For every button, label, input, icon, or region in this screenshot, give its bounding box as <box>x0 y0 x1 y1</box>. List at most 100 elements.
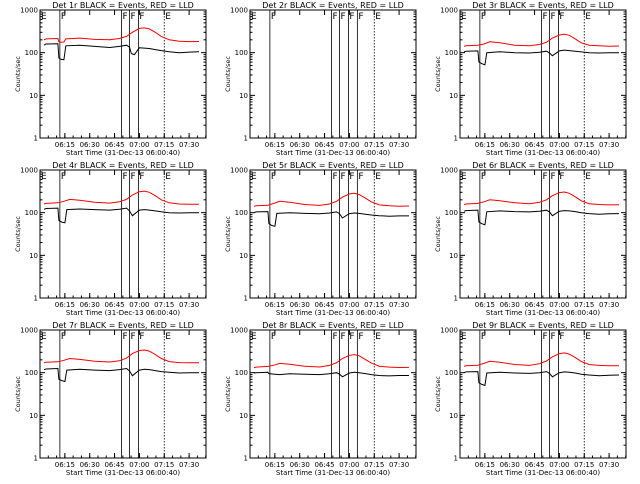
panel-title: Det 3r BLACK = Events, RED = LLD <box>472 1 614 10</box>
flag-label: F <box>123 332 128 342</box>
x-tick-label: 07:00 <box>549 461 569 469</box>
events-series-line <box>463 49 619 66</box>
plot-frame <box>249 329 417 459</box>
lld-series-line <box>43 190 199 205</box>
y-tick-label: 1000 <box>20 7 38 15</box>
x-axis-label: Start Time (31-Dec-13 06:00:40) <box>276 469 390 477</box>
flag-label: F <box>333 172 338 182</box>
x-tick-label: 07:30 <box>389 461 409 469</box>
x-tick-label: 06:45 <box>524 301 544 309</box>
x-axis-label: Start Time (31-Dec-13 06:00:40) <box>66 309 180 317</box>
y-axis-label: Counts/sec <box>434 376 442 412</box>
flag-label: E <box>585 172 591 182</box>
flag-label: F <box>333 12 338 22</box>
x-tick-label: 06:45 <box>104 141 124 149</box>
flag-label: E <box>461 172 467 182</box>
x-tick-label: 07:30 <box>599 141 619 149</box>
y-tick-label: 1 <box>244 135 248 143</box>
flag-label: F <box>358 332 363 342</box>
y-tick-label: 1000 <box>230 167 248 175</box>
y-tick-label: 1 <box>454 295 458 303</box>
x-tick-label: 06:15 <box>55 461 75 469</box>
flag-label: E <box>165 12 171 22</box>
x-tick-label: 07:15 <box>154 141 174 149</box>
detector-panel: Det 1r BLACK = Events, RED = LLD 1 10 100 10… <box>14 1 207 157</box>
plot-frame <box>459 169 627 299</box>
panel-title: Det 5r BLACK = Events, RED = LLD <box>262 161 404 170</box>
detector-panel: Det 3r BLACK = Events, RED = LLD 1 10 100 10… <box>434 1 627 157</box>
x-tick-label: 06:30 <box>80 141 100 149</box>
x-tick-label: 07:15 <box>574 141 594 149</box>
flag-label: F <box>340 332 345 342</box>
panel-title: Det 2r BLACK = Events, RED = LLD <box>262 1 404 10</box>
y-tick-label: 10 <box>239 412 248 420</box>
lld-series-line <box>43 349 199 364</box>
y-tick-label: 1 <box>244 455 248 463</box>
events-series-line <box>463 371 620 387</box>
x-tick-label: 06:45 <box>104 461 124 469</box>
x-tick-label: 06:30 <box>290 461 310 469</box>
y-axis-label: Counts/sec <box>224 376 232 412</box>
y-axis-label: Counts/sec <box>224 56 232 92</box>
x-tick-label: 07:00 <box>129 141 149 149</box>
x-tick-label: 06:30 <box>290 141 310 149</box>
flag-label: F <box>559 12 564 22</box>
events-series-line <box>43 367 199 383</box>
x-axis-label: Start Time (31-Dec-13 06:00:40) <box>276 149 390 157</box>
y-tick-label: 1000 <box>230 327 248 335</box>
x-tick-label: 07:30 <box>599 301 619 309</box>
flag-label: F <box>271 12 276 22</box>
x-tick-label: 07:00 <box>339 141 359 149</box>
x-tick-label: 07:15 <box>364 141 384 149</box>
flag-label: F <box>340 172 345 182</box>
flag-label: E <box>251 172 257 182</box>
y-tick-label: 100 <box>25 209 38 217</box>
y-tick-label: 10 <box>29 92 38 100</box>
y-axis-label: Counts/sec <box>14 376 22 412</box>
x-tick-label: 06:15 <box>265 461 285 469</box>
x-tick-label: 06:15 <box>475 461 495 469</box>
plot-frame <box>459 9 627 139</box>
x-tick-label: 07:00 <box>339 301 359 309</box>
x-tick-label: 07:00 <box>549 301 569 309</box>
y-tick-label: 100 <box>445 369 458 377</box>
flag-label: F <box>349 12 354 22</box>
x-axis-label: Start Time (31-Dec-13 06:00:40) <box>66 469 180 477</box>
y-axis-label: Counts/sec <box>14 56 22 92</box>
flag-label: F <box>130 332 135 342</box>
y-tick-label: 1 <box>244 295 248 303</box>
lld-series-line <box>43 27 200 43</box>
x-tick-label: 07:15 <box>574 461 594 469</box>
detector-panel: Det 9r BLACK = Events, RED = LLD 1 10 100 10… <box>434 321 627 477</box>
x-tick-label: 07:15 <box>364 461 384 469</box>
x-tick-label: 07:30 <box>599 461 619 469</box>
panel-title: Det 9r BLACK = Events, RED = LLD <box>472 321 614 330</box>
y-tick-label: 1 <box>454 135 458 143</box>
y-tick-label: 10 <box>449 252 458 260</box>
flag-label: F <box>333 332 338 342</box>
flag-label: F <box>123 172 128 182</box>
detector-panel: Det 7r BLACK = Events, RED = LLD 1 10 100 10… <box>14 321 207 477</box>
x-tick-label: 06:30 <box>80 461 100 469</box>
flag-label: F <box>358 12 363 22</box>
x-axis-label: Start Time (31-Dec-13 06:00:40) <box>66 149 180 157</box>
x-tick-label: 06:30 <box>500 461 520 469</box>
x-tick-label: 07:30 <box>179 141 199 149</box>
events-series-line <box>253 211 409 227</box>
x-tick-label: 06:30 <box>500 141 520 149</box>
y-tick-label: 100 <box>445 49 458 57</box>
flag-label: F <box>61 332 66 342</box>
x-tick-label: 07:15 <box>574 301 594 309</box>
flag-label: F <box>543 172 548 182</box>
x-tick-label: 07:30 <box>389 301 409 309</box>
flag-label: F <box>550 332 555 342</box>
y-tick-label: 10 <box>29 252 38 260</box>
y-tick-label: 1000 <box>440 7 458 15</box>
x-axis-label: Start Time (31-Dec-13 06:00:40) <box>486 469 600 477</box>
y-tick-label: 1000 <box>20 167 38 175</box>
flag-label: E <box>461 12 467 22</box>
x-tick-label: 06:15 <box>265 301 285 309</box>
y-tick-label: 1 <box>454 455 458 463</box>
x-tick-label: 06:30 <box>500 301 520 309</box>
